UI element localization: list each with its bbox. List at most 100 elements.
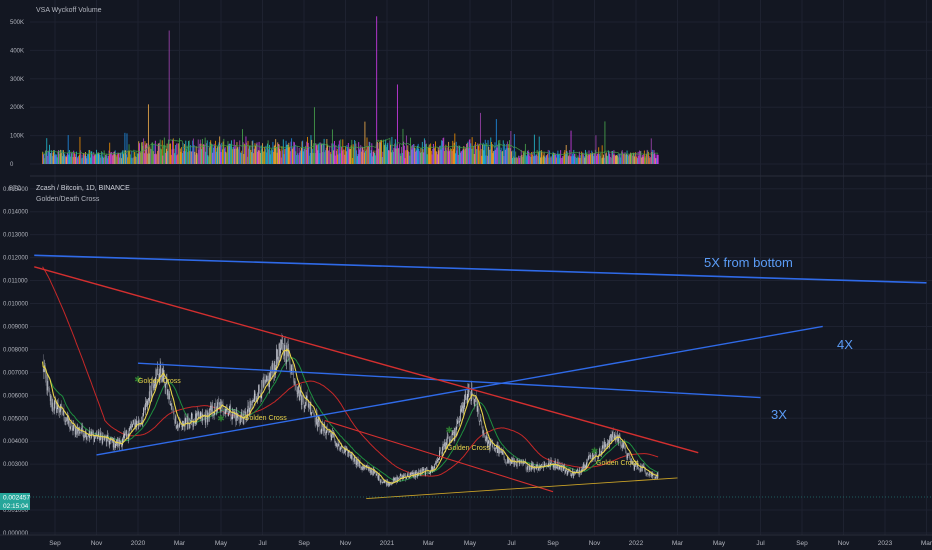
volume-bar	[164, 145, 166, 164]
candle-body	[637, 463, 638, 468]
price-tick-label: 0.013000	[3, 233, 29, 239]
trendline[interactable]	[34, 254, 927, 284]
volume-bar	[288, 142, 290, 164]
volume-bar	[250, 149, 252, 164]
volume-bar	[168, 30, 170, 164]
trendline[interactable]	[137, 362, 761, 399]
volume-bar	[455, 141, 457, 164]
volume-bar	[445, 144, 447, 164]
volume-bar	[304, 148, 306, 164]
candle-body	[463, 407, 465, 412]
volume-bar	[218, 142, 220, 164]
candle-body	[65, 420, 67, 422]
volume-bar	[502, 151, 504, 164]
trendline[interactable]	[34, 266, 699, 454]
candle-body	[475, 397, 477, 400]
candle-body	[474, 399, 476, 406]
volume-bar	[358, 142, 360, 164]
volume-bar	[215, 151, 217, 164]
annotation-4x[interactable]: 4X	[837, 337, 853, 352]
volume-bar	[136, 153, 138, 164]
candle-body	[341, 445, 343, 452]
candle-body	[435, 462, 436, 464]
volume-bar	[322, 143, 324, 164]
volume-bar	[150, 149, 152, 164]
candle-body	[311, 412, 312, 415]
volume-bar	[203, 144, 205, 164]
candle-body	[432, 466, 433, 471]
candle-body	[145, 402, 146, 410]
candle-body	[492, 443, 494, 449]
volume-bar	[222, 141, 224, 164]
candle-body	[630, 459, 631, 464]
indicator-title[interactable]: Golden/Death Cross	[36, 196, 100, 203]
candle-body	[96, 434, 98, 440]
volume-bar	[48, 150, 50, 164]
candle-body	[556, 466, 558, 469]
volume-bar	[400, 155, 402, 164]
candle-body	[228, 412, 229, 417]
candle-body	[311, 412, 313, 413]
candle-body	[271, 363, 273, 374]
volume-bar	[381, 139, 382, 164]
volume-bar	[583, 154, 584, 164]
volume-bar	[122, 150, 124, 164]
candle-body	[394, 478, 396, 481]
candle-body	[236, 412, 238, 418]
volume-bar	[179, 138, 180, 164]
trendline[interactable]	[324, 420, 554, 493]
candle-body	[241, 414, 243, 418]
annotation-5x[interactable]: 5X from bottom	[704, 255, 793, 270]
price-tick-label: 0.005000	[3, 416, 29, 422]
volume-bar	[424, 140, 426, 164]
volume-bar	[406, 150, 408, 164]
symbol-title[interactable]: Zcash / Bitcoin, 1D, BINANCE	[36, 185, 130, 192]
candle-body	[562, 465, 564, 471]
time-axis[interactable]: Sep Nov 2020 Mar May Jul Sep Nov 2021 Mar May Jul Se…	[49, 540, 932, 547]
candle-body	[461, 408, 463, 412]
volume-tick-label: 500K	[10, 20, 24, 26]
volume-bar	[524, 143, 526, 164]
candle-body	[100, 432, 101, 437]
candle-body	[452, 432, 454, 434]
volume-bar	[70, 152, 72, 164]
trendline[interactable]	[96, 325, 823, 456]
candle-body	[412, 472, 413, 475]
volume-bar	[141, 142, 142, 164]
volume-bar	[261, 149, 263, 164]
time-tick-label: Nov	[91, 540, 103, 547]
candle-body	[455, 428, 456, 437]
volume-bar	[284, 148, 286, 164]
volume-bar	[354, 141, 356, 164]
volume-bar	[51, 150, 53, 164]
volume-bar	[134, 152, 136, 164]
volume-bar	[515, 151, 517, 164]
candle-body	[272, 363, 274, 370]
volume-bar	[315, 143, 317, 164]
price-tick-label: 0.004000	[3, 439, 29, 445]
volume-bar	[550, 157, 552, 164]
trendline[interactable]	[366, 477, 678, 500]
volume-bar	[267, 140, 269, 164]
candle-body	[486, 436, 488, 448]
volume-bar	[431, 154, 433, 164]
candle-body	[71, 423, 73, 431]
candle-body	[47, 381, 49, 388]
volume-bar	[575, 153, 577, 164]
volume-bar	[567, 156, 569, 164]
price-axis[interactable]: 0.0150000.0140000.0130000.0120000.011000…	[3, 187, 29, 537]
volume-bar	[75, 156, 77, 164]
candle-body	[222, 402, 224, 412]
volume-bar	[236, 142, 238, 164]
volume-bar	[388, 150, 390, 164]
candle-body	[502, 451, 504, 453]
volume-pane-title[interactable]: VSA Wyckoff Volume	[36, 7, 102, 14]
candle-body	[282, 343, 284, 353]
volume-bar	[624, 152, 626, 164]
annotation-3x[interactable]: 3X	[771, 407, 787, 422]
candle-body	[324, 423, 326, 433]
trendlines[interactable]	[34, 254, 927, 500]
volume-bar	[305, 149, 307, 164]
volume-bar	[45, 150, 47, 164]
volume-bar	[557, 150, 559, 164]
